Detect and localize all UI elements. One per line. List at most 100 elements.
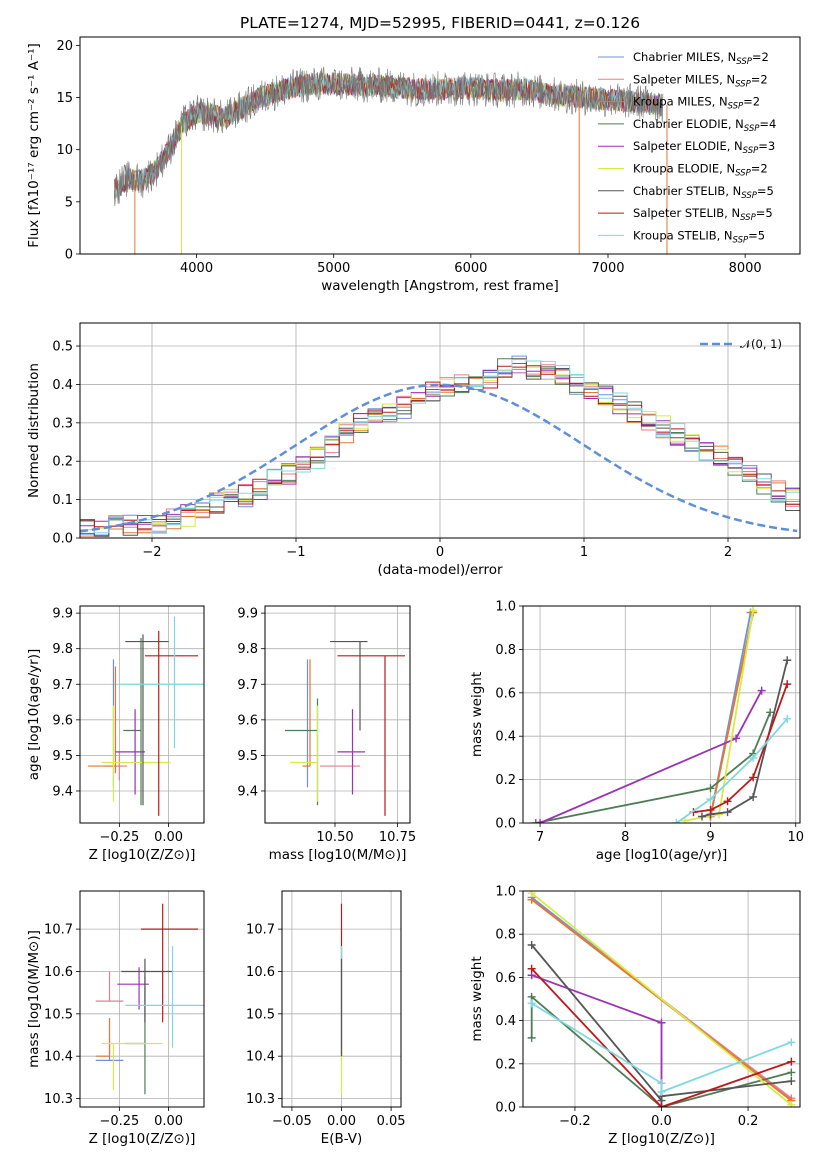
- x-tick-label: 7000: [591, 261, 624, 276]
- y-tick-label: 9.4: [52, 784, 73, 799]
- y-tick-label: 10.6: [246, 965, 275, 980]
- y-tick-label: 10.6: [44, 965, 73, 980]
- weight-marker: [787, 1057, 796, 1066]
- y-tick-label: 0.0: [495, 1101, 516, 1116]
- weight-marker: [680, 816, 689, 823]
- mass-vs-z-plot-area: [95, 903, 204, 1095]
- x-axis-label: E(B-V): [321, 1131, 363, 1147]
- weight-marker: [531, 819, 540, 823]
- residual-histogram-panel: −2 −1 0 1 2 0.0 0.1 0.2 0.3 0.4 0.5 (data-model)/er…: [26, 322, 801, 578]
- weight-line: [531, 892, 792, 1106]
- histogram-series: [80, 359, 800, 534]
- age-vs-mass-plot-area: [285, 640, 405, 816]
- y-tick-label: 0.4: [495, 1014, 516, 1029]
- y-tick-label: 0.3: [52, 416, 73, 431]
- x-axis-label: Z [log10(Z/Z⊙)]: [608, 1131, 715, 1147]
- weight-marker: [672, 819, 681, 823]
- y-tick-label: 9.7: [52, 678, 73, 693]
- y-tick-label: 9.9: [52, 607, 73, 622]
- age-vs-mass-panel: 10.50 10.75 9.4 9.5 9.6 9.7 9.8 9.9 mass [log10(…: [237, 605, 416, 863]
- x-tick-label: 8: [621, 830, 629, 845]
- y-tick-label: 0.0: [52, 532, 73, 547]
- y-axis-label: mass weight: [469, 956, 485, 1041]
- x-tick-label: 2: [724, 545, 732, 560]
- y-tick-label: 0: [65, 248, 73, 263]
- weight-marker: [527, 941, 536, 949]
- y-tick-label: 0.2: [495, 1057, 516, 1072]
- x-tick-label: 0.2: [738, 1114, 759, 1129]
- legend-entry: Chabrier STELIB, NSSP=5: [633, 184, 774, 201]
- y-tick-label: 0.0: [495, 817, 516, 832]
- x-tick-label: −0.2: [559, 1114, 591, 1129]
- y-tick-label: 0.6: [495, 686, 516, 701]
- massweight-vs-age-panel: 7 8 9 10 0.0 0.2 0.4 0.6 0.8 1.0 age [log10(age/yr…: [469, 600, 804, 864]
- mass-vs-z-frame: [79, 890, 205, 1108]
- y-axis-label: age [log10(age/yr)]: [26, 649, 42, 781]
- y-tick-label: 0.4: [52, 378, 73, 393]
- weight-marker: [787, 1077, 796, 1086]
- massweight-vs-age-plot-area: [531, 606, 792, 823]
- x-tick-label: 5000: [317, 261, 350, 276]
- weight-marker: [783, 656, 792, 665]
- y-tick-label: 0.2: [52, 455, 73, 470]
- y-tick-label: 0.4: [495, 730, 516, 745]
- y-tick-label: 0.8: [495, 928, 516, 943]
- y-tick-label: 9.6: [52, 713, 73, 728]
- age-vs-z-plot-area: [87, 616, 204, 816]
- observed-spectrum: [114, 66, 664, 207]
- x-tick-label: 0.00: [327, 1114, 356, 1129]
- y-tick-label: 10.4: [44, 1050, 73, 1065]
- y-tick-label: 0.8: [495, 643, 516, 658]
- weight-marker: [723, 808, 732, 817]
- y-tick-label: 1.0: [495, 600, 516, 615]
- y-tick-label: 9.8: [237, 642, 258, 657]
- y-tick-label: 9.8: [52, 642, 73, 657]
- y-tick-label: 9.5: [52, 749, 73, 764]
- age-vs-mass-frame: [264, 605, 411, 824]
- x-tick-label: 8000: [729, 261, 762, 276]
- x-tick-label: 1: [580, 545, 588, 560]
- x-tick-label: −2: [142, 545, 161, 560]
- weight-marker: [749, 606, 758, 615]
- y-tick-label: 9.4: [237, 784, 258, 799]
- y-axis-label: mass weight: [469, 672, 485, 757]
- y-tick-label: 10.4: [246, 1050, 275, 1065]
- weight-marker: [749, 773, 758, 782]
- weight-line: [684, 610, 754, 822]
- y-tick-label: 10.5: [44, 1007, 73, 1022]
- weight-line: [535, 711, 772, 823]
- weight-line: [531, 1002, 792, 1094]
- normal-curve: [80, 383, 798, 533]
- legend-entry: Salpeter STELIB, NSSP=5: [633, 206, 773, 223]
- weight-marker: [787, 1100, 796, 1107]
- y-tick-label: 0.5: [52, 340, 73, 355]
- weight-marker: [749, 792, 758, 801]
- weight-marker: [787, 1038, 796, 1047]
- age-vs-z-panel: −0.25 0.00 9.4 9.5 9.6 9.7 9.8 9.9 Z [log10(Z/Z⊙…: [26, 605, 205, 863]
- x-axis-label: mass [log10(M/M⊙)]: [269, 847, 407, 863]
- y-tick-label: 10.7: [246, 923, 275, 938]
- x-tick-label: 10.75: [379, 830, 416, 845]
- mass-vs-z-panel: −0.25 0.00 10.3 10.4 10.5 10.6 10.7 Z [log10(Z/…: [26, 890, 205, 1147]
- legend-entry: Kroupa MILES, NSSP=2: [633, 95, 760, 112]
- weight-line: [530, 994, 792, 1107]
- weight-marker: [723, 797, 732, 806]
- weight-line: [531, 968, 792, 1107]
- weight-marker: [783, 714, 792, 723]
- y-tick-label: 0.1: [52, 493, 73, 508]
- y-tick-label: 10: [56, 143, 73, 158]
- weight-line: [693, 683, 789, 813]
- legend-entry: Salpeter ELODIE, NSSP=3: [633, 139, 775, 156]
- x-tick-label: 7: [536, 830, 544, 845]
- x-axis-label: Z [log10(Z/Z⊙)]: [89, 1131, 196, 1147]
- weight-marker: [527, 964, 536, 973]
- spectrum-frame: [79, 36, 801, 255]
- y-axis-label: mass [log10(M/M⊙)]: [26, 930, 42, 1068]
- x-axis-label: age [log10(age/yr)]: [596, 847, 728, 863]
- y-tick-label: 20: [56, 39, 73, 54]
- legend-entry: Salpeter MILES, NSSP=2: [633, 72, 768, 89]
- x-tick-label: −1: [286, 545, 305, 560]
- weight-marker: [527, 891, 536, 898]
